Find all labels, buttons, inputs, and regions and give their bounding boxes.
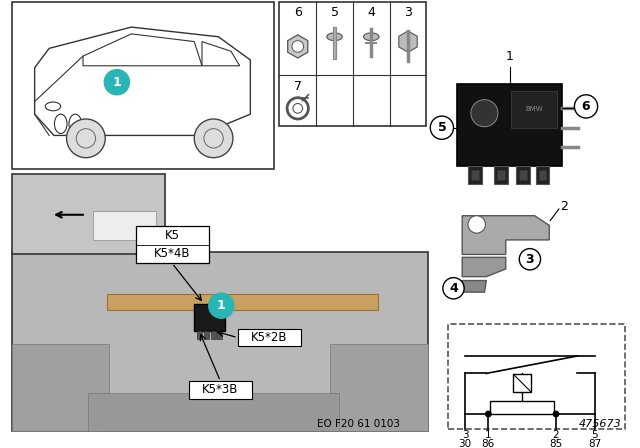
Bar (238, 329, 301, 346)
Text: 5: 5 (438, 121, 446, 134)
Bar (497, 170, 505, 180)
Bar (516, 166, 530, 184)
Circle shape (195, 119, 233, 158)
Bar (468, 166, 481, 184)
Text: 85: 85 (549, 439, 563, 448)
Circle shape (519, 249, 541, 270)
Ellipse shape (327, 33, 342, 41)
Polygon shape (462, 280, 486, 292)
Text: 1: 1 (217, 299, 226, 312)
Bar (511, 91, 557, 128)
Bar (448, 324, 625, 429)
Circle shape (209, 293, 234, 318)
Bar (494, 166, 508, 184)
Text: 1: 1 (113, 76, 121, 89)
Text: 4: 4 (367, 6, 375, 19)
Bar (93, 211, 156, 240)
Text: 7: 7 (294, 80, 301, 93)
Circle shape (554, 411, 559, 417)
Bar (539, 170, 547, 180)
Text: K5*2B: K5*2B (250, 331, 287, 344)
Text: 86: 86 (482, 439, 495, 448)
Bar (536, 166, 549, 184)
Bar (12, 253, 428, 431)
Text: 475673: 475673 (579, 418, 622, 429)
Bar (218, 331, 222, 339)
Circle shape (430, 116, 454, 139)
Text: 6: 6 (582, 100, 590, 113)
Circle shape (443, 278, 464, 299)
Circle shape (575, 95, 598, 118)
Circle shape (104, 69, 129, 95)
Bar (519, 170, 527, 180)
Polygon shape (462, 257, 506, 277)
Bar (490, 401, 554, 414)
Bar (88, 393, 339, 431)
Polygon shape (462, 216, 549, 254)
Bar (12, 2, 273, 169)
Bar (280, 2, 426, 126)
Bar (195, 304, 225, 331)
Text: 3: 3 (404, 6, 412, 19)
Text: 30: 30 (458, 439, 472, 448)
Bar (107, 294, 378, 310)
Bar (12, 345, 109, 431)
Circle shape (471, 99, 498, 127)
Text: 4: 4 (449, 282, 458, 295)
Bar (471, 170, 479, 180)
Text: 3: 3 (525, 253, 534, 266)
Bar (458, 84, 562, 166)
Text: 5: 5 (330, 6, 339, 19)
Bar (189, 381, 252, 399)
Text: EO F20 61 0103: EO F20 61 0103 (317, 418, 400, 429)
Circle shape (486, 411, 491, 417)
Text: K5: K5 (164, 228, 179, 241)
Bar (12, 174, 165, 254)
Circle shape (468, 216, 485, 233)
Text: 3: 3 (462, 431, 468, 440)
Bar (513, 375, 531, 392)
Bar (197, 331, 202, 339)
Polygon shape (288, 35, 308, 58)
Text: 2: 2 (560, 199, 568, 212)
Ellipse shape (364, 33, 379, 41)
Text: 2: 2 (553, 431, 559, 440)
Text: 1: 1 (506, 50, 513, 63)
Text: K5*4B: K5*4B (154, 247, 190, 260)
Text: 5: 5 (591, 431, 598, 440)
Bar (204, 331, 209, 339)
Bar (136, 226, 209, 263)
Text: K5*3B: K5*3B (202, 383, 239, 396)
Text: 1: 1 (485, 431, 492, 440)
Text: 6: 6 (294, 6, 301, 19)
Circle shape (292, 41, 303, 52)
Bar (211, 331, 216, 339)
Text: 87: 87 (588, 439, 602, 448)
Circle shape (67, 119, 105, 158)
Text: BMW: BMW (525, 106, 543, 112)
Bar (330, 345, 428, 431)
